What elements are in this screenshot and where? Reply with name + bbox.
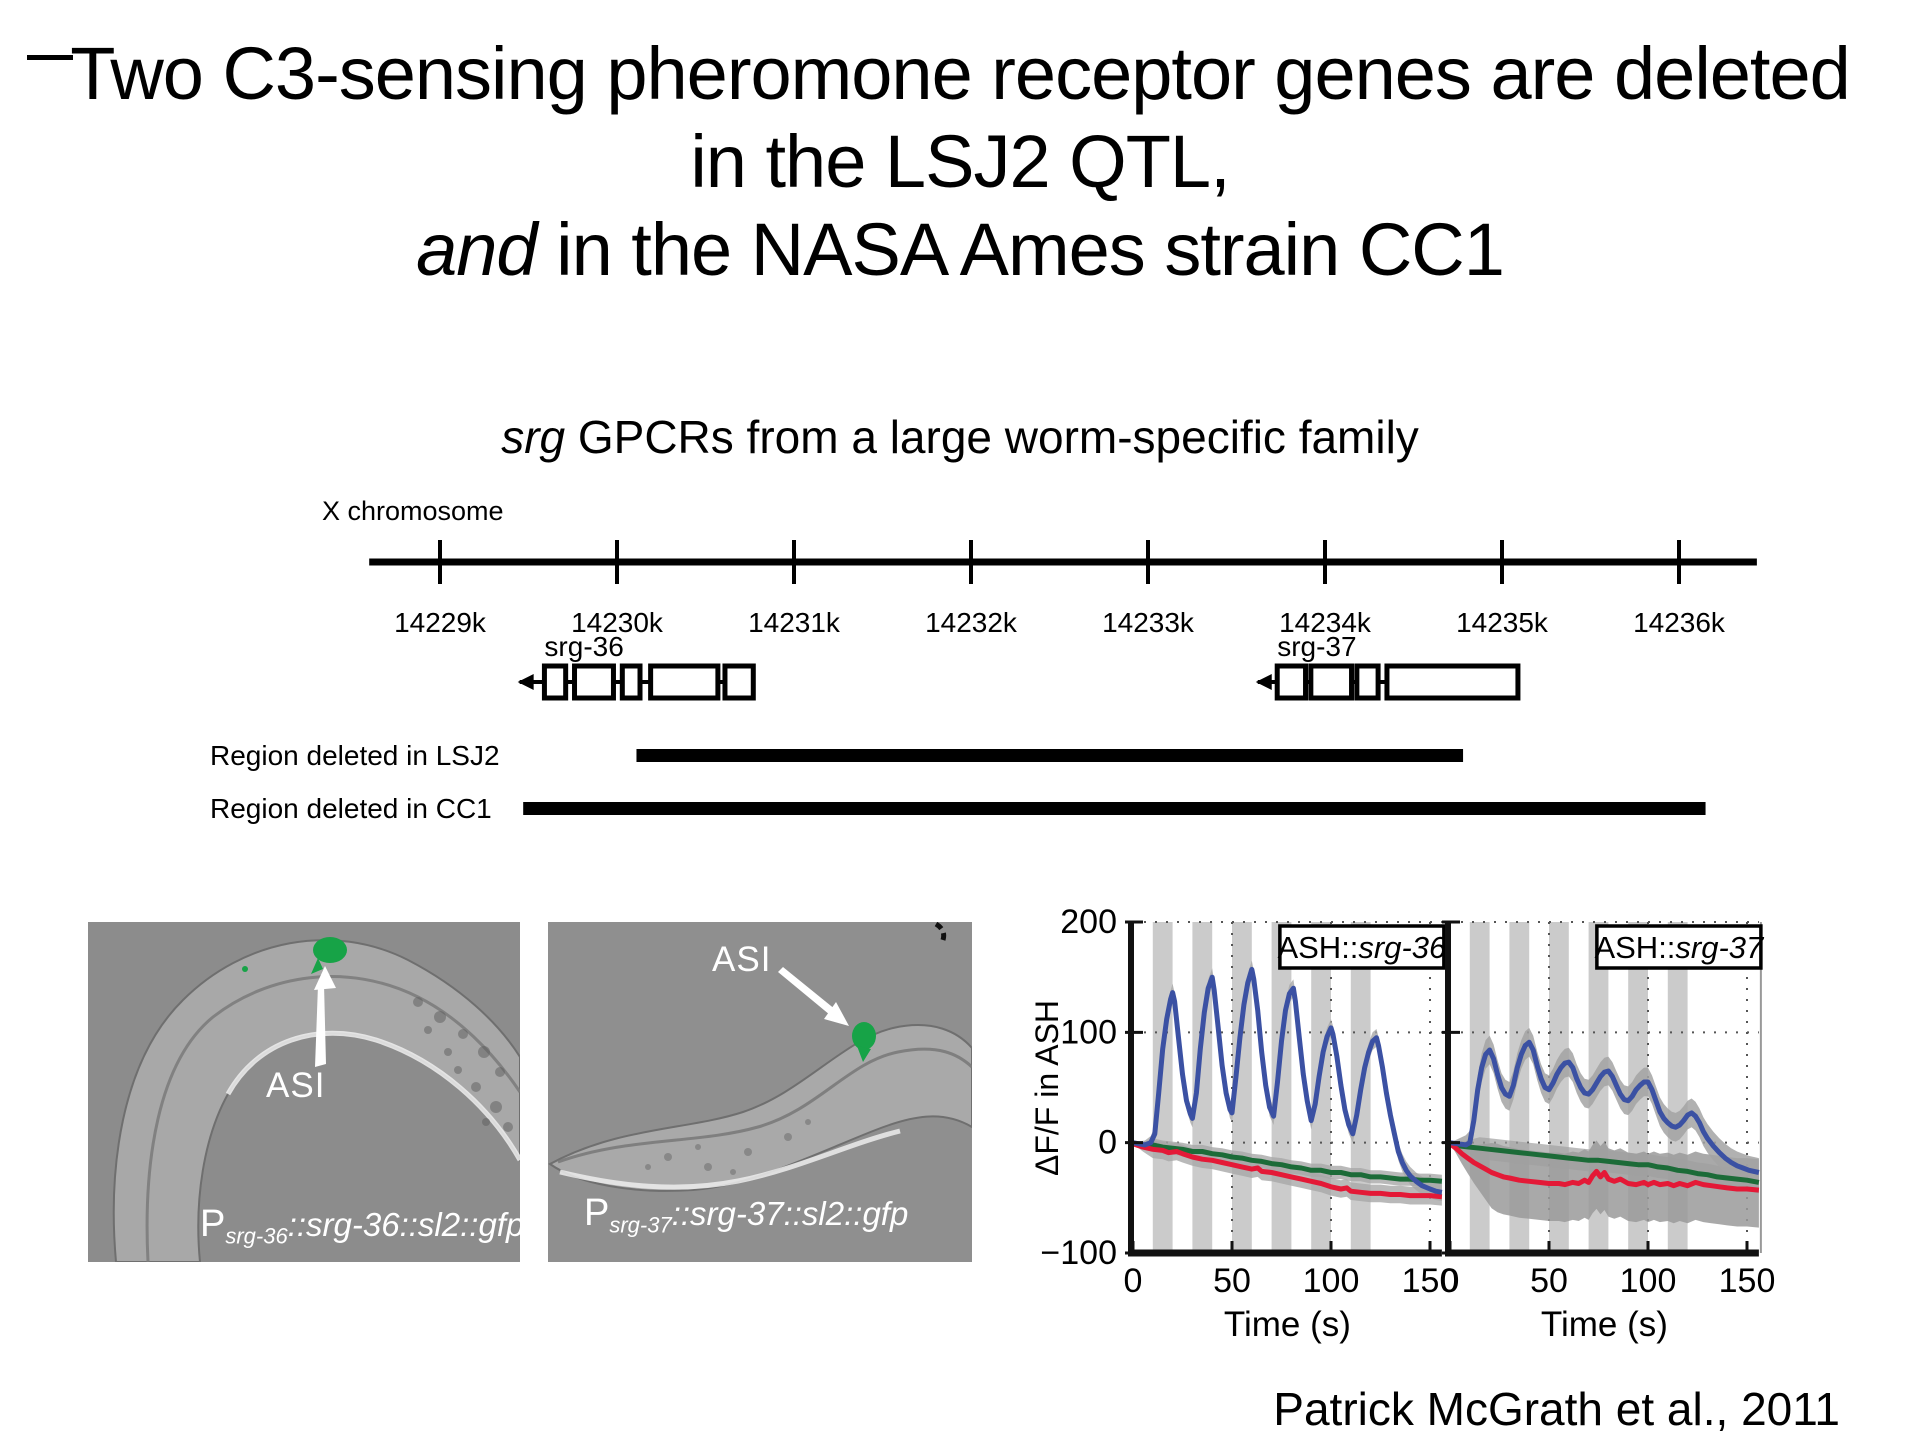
deletion-bar [523, 802, 1706, 815]
axis-tick-label: 14229k [394, 607, 487, 638]
x-tick-label: 100 [1303, 1262, 1360, 1300]
trace-green [1132, 1141, 1443, 1184]
gene-exon [648, 663, 721, 701]
gene-name-label: srg-36 [544, 631, 623, 662]
image-edge-artifact [934, 922, 947, 941]
gene-exon [1308, 663, 1355, 701]
x-axis-label: Time (s) [1541, 1305, 1668, 1344]
x-tick-label: 100 [1620, 1262, 1677, 1300]
stimulus-bar [1152, 922, 1173, 1250]
gfp-asi-neuron [311, 937, 347, 974]
axis-tick-label: 14233k [1102, 607, 1195, 638]
slide-title: Two C3-sensing pheromone receptor genes … [0, 30, 1920, 294]
transgene-caption: Psrg-36::srg-36::sl2::gfp [200, 1203, 520, 1249]
gene-direction-arrow [1255, 674, 1272, 690]
gfp-asi-neuron [852, 1022, 876, 1062]
deletion-row: Region deleted in CC1 [210, 793, 1706, 824]
micrograph-srg-36: ASI Psrg-36::srg-36::sl2::gfp [88, 922, 520, 1262]
axis-tick-label: 14231k [748, 607, 841, 638]
chromosome-label: X chromosome [322, 496, 504, 526]
trace-red [1448, 1141, 1760, 1193]
deletion-row: Region deleted in LSJ2 [210, 740, 1464, 771]
stimulus-bar [1311, 922, 1331, 1250]
x-tick-label: 0 [1124, 1262, 1143, 1300]
worm-midline [145, 975, 520, 1262]
panel-title: ASH::srg-37 [1594, 930, 1765, 965]
gene-name-label: srg-37 [1277, 631, 1356, 662]
gene-exon [619, 663, 643, 701]
worm-gut-granules [413, 997, 513, 1132]
panel-title-box [1278, 924, 1446, 970]
axis-tick-label: 14232k [925, 607, 1018, 638]
asi-arrow [314, 966, 336, 1067]
gene-exon [1354, 663, 1381, 701]
trace-red [1132, 1141, 1443, 1200]
y-tick-label: −100 [1040, 1234, 1117, 1272]
trace-blue [1449, 1039, 1760, 1175]
deletion-label: Region deleted in CC1 [210, 793, 492, 824]
section-subtitle: srg GPCRs from a large worm-specific fam… [501, 411, 1419, 463]
title-line-1: Two C3-sensing pheromone receptor genes … [70, 32, 1851, 115]
genome-map: X chromosome 14229k 14230k 14231k 14232k 1423… [210, 496, 1757, 824]
y-tick-label: 100 [1060, 1013, 1117, 1051]
citation: Patrick McGrath et al., 2011 [1273, 1383, 1840, 1435]
x-axis-label: Time (s) [1224, 1305, 1351, 1344]
worm-lower-highlight [559, 1128, 901, 1190]
worm-body [548, 1024, 972, 1192]
worm-image-srg36 [88, 922, 520, 1262]
gene-exon [1274, 663, 1309, 701]
trace-blue [1132, 966, 1443, 1195]
deletion-bar [636, 749, 1464, 762]
gene-exon [722, 663, 756, 701]
gene-exon [541, 663, 569, 701]
x-tick-label: 0 [1441, 1262, 1460, 1300]
corner-artifact-mark [27, 55, 73, 60]
gene-exon [572, 663, 616, 701]
gene-exon [1384, 663, 1521, 701]
worm-image-srg37 [548, 922, 972, 1262]
panel-title-box [1595, 924, 1763, 970]
panel-title: ASH::srg-36 [1277, 930, 1447, 965]
worm-inner-highlight [225, 1030, 520, 1162]
asi-arrow [778, 967, 849, 1026]
axis-tick-label: 14234k [1279, 607, 1372, 638]
transgene-caption: Psrg-37::srg-37::sl2::gfp [584, 1192, 909, 1238]
asi-neuron-label: ASI [712, 940, 772, 979]
trace-green [1449, 1141, 1760, 1185]
y-tick-label: 0 [1098, 1124, 1117, 1162]
y-axis-label: ΔF/F in ASH [1029, 1000, 1065, 1176]
gfp-speck [242, 966, 248, 972]
x-tick-label: 50 [1213, 1262, 1251, 1300]
deletion-label: Region deleted in LSJ2 [210, 740, 500, 771]
axis-tick-label: 14236k [1633, 607, 1726, 638]
error-band-blue [1450, 1027, 1759, 1187]
worm-gut-granules [645, 1119, 811, 1175]
x-tick-label: 150 [1719, 1262, 1776, 1300]
axis-tick-label: 14235k [1456, 607, 1549, 638]
asi-neuron-label: ASI [266, 1066, 326, 1105]
y-tick-label: 200 [1060, 903, 1117, 941]
gene-model-srg-36: srg-36 [517, 631, 756, 701]
worm-midline [557, 1047, 972, 1164]
title-line-2: in the LSJ2 QTL, [690, 120, 1230, 203]
gene-model-srg-37: srg-37 [1255, 631, 1521, 701]
gene-direction-arrow [517, 674, 534, 690]
title-line-3: and in the NASA Ames strain CC1 [416, 208, 1505, 291]
axis-tick-label: 14230k [571, 607, 664, 638]
x-tick-label: 150 [1402, 1262, 1459, 1300]
x-tick-label: 50 [1530, 1262, 1568, 1300]
micrograph-srg-37: ASI Psrg-37::srg-37::sl2::gfp [548, 922, 972, 1262]
